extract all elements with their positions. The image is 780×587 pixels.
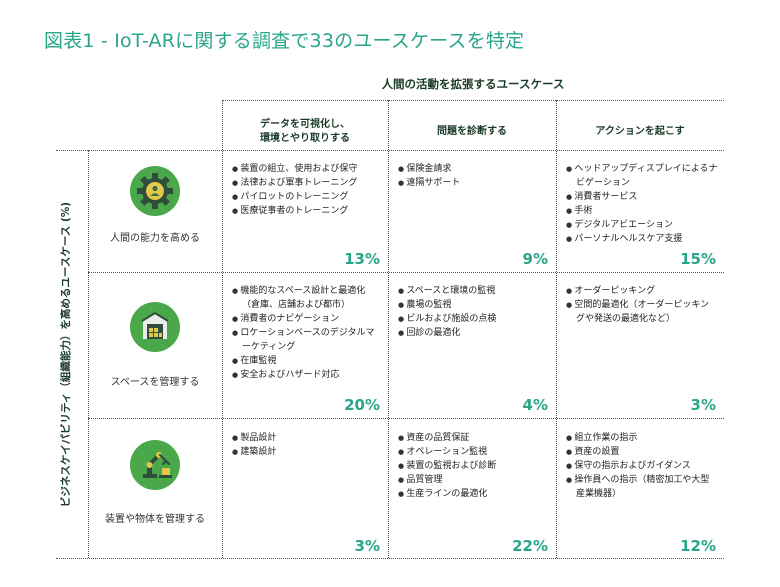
- list-item: 手術: [566, 204, 718, 218]
- list-item: 資産の品質保証: [398, 431, 550, 445]
- percentage-value: 22%: [512, 537, 548, 555]
- row-label-space: スペースを管理する: [110, 377, 200, 388]
- row-label-object: 装置や物体を管理する: [105, 514, 205, 525]
- column-header-diagnose: 問題を診断する: [388, 114, 556, 150]
- column-header-label: データを可視化し、 環境とやり取りする: [260, 119, 350, 144]
- robot-arm-icon: [130, 440, 180, 490]
- column-header-label: アクションを起こす: [595, 126, 685, 137]
- list-item: 生産ラインの最適化: [398, 487, 550, 501]
- list-item: 建築設計: [232, 445, 382, 459]
- cell-space-action: オーダーピッキング 空間的最適化（オーダーピッキングや発送の最適化など）: [556, 284, 724, 326]
- percentage-value: 20%: [344, 396, 380, 414]
- list-item: オーダーピッキング: [566, 284, 718, 298]
- percentage-value: 13%: [344, 250, 380, 268]
- grid-line: [88, 150, 89, 558]
- list-item: 農場の監視: [398, 298, 550, 312]
- list-item: 機能的なスペース設計と最適化（倉庫、店舗および都市）: [232, 284, 382, 312]
- top-header: 人間の活動を拡張するユースケース: [381, 77, 565, 91]
- list-item: 医療従事者のトレーニング: [232, 204, 382, 218]
- grid-line: [88, 418, 724, 419]
- list-item: パイロットのトレーニング: [232, 190, 382, 204]
- grid-line: [556, 100, 557, 558]
- cell-object-visualize: 製品設計 建築設計: [222, 431, 388, 459]
- side-label: ビジネスケイパビリティ（組織能力）を高めるユースケース (%): [60, 201, 73, 507]
- list-item: 安全およびハザード対応: [232, 368, 382, 382]
- list-item: 消費者サービス: [566, 190, 718, 204]
- page-title: 図表1 - IoT-ARに関する調査で33のユースケースを特定: [44, 30, 525, 52]
- list-item: 保険金請求: [398, 162, 550, 176]
- list-item: 空間的最適化（オーダーピッキングや発送の最適化など）: [566, 298, 718, 326]
- percentage-value: 3%: [354, 537, 380, 555]
- column-header-visualize: データを可視化し、 環境とやり取りする: [222, 114, 388, 150]
- cell-human-action: ヘッドアップディスプレイによるナビゲーション 消費者サービス 手術 デジタルアビ…: [556, 162, 724, 246]
- grid-line: [222, 100, 724, 101]
- list-item: 遠隔サポート: [398, 176, 550, 190]
- list-item: ビルおよび施設の点検: [398, 312, 550, 326]
- list-item: 装置の組立、使用および保守: [232, 162, 382, 176]
- cell-object-action: 組立作業の指示 資産の設置 保守の指示およびガイダンス 操作員への指示（精密加工…: [556, 431, 724, 501]
- cell-space-visualize: 機能的なスペース設計と最適化（倉庫、店舗および都市） 消費者のナビゲーション ロ…: [222, 284, 388, 382]
- percentage-value: 12%: [680, 537, 716, 555]
- list-item: 装置の監視および診断: [398, 459, 550, 473]
- grid-line: [388, 100, 389, 558]
- percentage-value: 4%: [522, 396, 548, 414]
- list-item: 操作員への指示（精密加工や大型産業機器）: [566, 473, 718, 501]
- column-header-label: 問題を診断する: [437, 126, 507, 137]
- list-item: ロケーションベースのデジタルマーケティング: [232, 326, 382, 354]
- grid-line: [88, 272, 724, 273]
- list-item: 組立作業の指示: [566, 431, 718, 445]
- list-item: オペレーション監視: [398, 445, 550, 459]
- cell-human-diagnose: 保険金請求 遠隔サポート: [388, 162, 556, 190]
- list-item: デジタルアビエーション: [566, 218, 718, 232]
- list-item: スペースと環境の監視: [398, 284, 550, 298]
- list-item: ヘッドアップディスプレイによるナビゲーション: [566, 162, 718, 190]
- list-item: 在庫監視: [232, 354, 382, 368]
- list-item: 製品設計: [232, 431, 382, 445]
- grid-line: [56, 558, 724, 559]
- row-label-human: 人間の能力を高める: [110, 233, 200, 244]
- grid-line: [222, 100, 223, 558]
- grid-line: [56, 150, 724, 151]
- list-item: 保守の指示およびガイダンス: [566, 459, 718, 473]
- percentage-value: 15%: [680, 250, 716, 268]
- list-item: 品質管理: [398, 473, 550, 487]
- list-item: 法律および軍事トレーニング: [232, 176, 382, 190]
- cell-object-diagnose: 資産の品質保証 オペレーション監視 装置の監視および診断 品質管理 生産ラインの…: [388, 431, 556, 501]
- list-item: 消費者のナビゲーション: [232, 312, 382, 326]
- person-gear-icon: [130, 166, 180, 216]
- cell-space-diagnose: スペースと環境の監視 農場の監視 ビルおよび施設の点検 回診の最適化: [388, 284, 556, 340]
- list-item: パーソナルヘルスケア支援: [566, 232, 718, 246]
- warehouse-icon: [130, 302, 180, 352]
- list-item: 資産の設置: [566, 445, 718, 459]
- list-item: 回診の最適化: [398, 326, 550, 340]
- cell-human-visualize: 装置の組立、使用および保守 法律および軍事トレーニング パイロットのトレーニング…: [222, 162, 388, 218]
- column-header-action: アクションを起こす: [556, 114, 724, 150]
- percentage-value: 9%: [522, 250, 548, 268]
- percentage-value: 3%: [690, 396, 716, 414]
